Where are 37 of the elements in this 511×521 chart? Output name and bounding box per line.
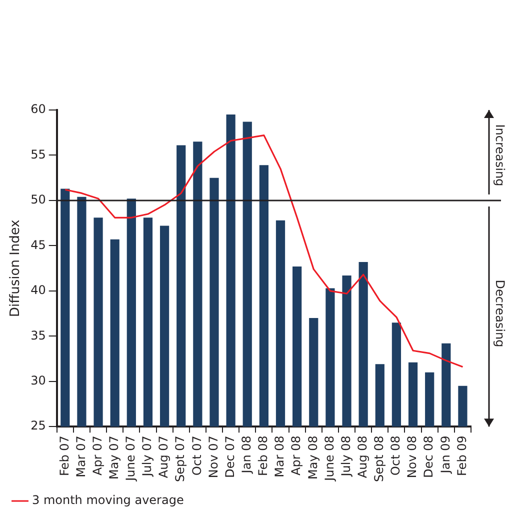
x-tick-label: Oct 07 bbox=[190, 436, 204, 476]
x-tick-label: Nov 08 bbox=[405, 436, 420, 478]
x-tick-label: Feb 08 bbox=[256, 436, 270, 476]
x-tick-label: Oct 08 bbox=[388, 436, 403, 476]
y-tick-label: 45 bbox=[30, 238, 46, 252]
y-tick-label: 50 bbox=[30, 192, 46, 207]
x-tick-label: May 08 bbox=[306, 436, 320, 480]
x-tick-label: Aug 07 bbox=[156, 436, 171, 478]
x-tick-label: June 08 bbox=[322, 436, 336, 482]
x-tick-label: May 07 bbox=[106, 436, 121, 480]
y-tick-label: 55 bbox=[30, 147, 46, 162]
x-tick-label: July 08 bbox=[338, 436, 353, 478]
legend-label: 3 month moving average bbox=[32, 493, 184, 508]
x-tick-label: Apr 08 bbox=[289, 436, 304, 476]
x-tick-label: July 07 bbox=[140, 436, 154, 478]
text: Increasing bbox=[492, 124, 507, 186]
y-tick-label: 35 bbox=[30, 328, 46, 342]
x-tick-label: Dec 08 bbox=[422, 436, 436, 478]
x-tick-label: Sept 07 bbox=[173, 436, 188, 482]
y-tick-label: 40 bbox=[30, 283, 46, 298]
x-tick-label: Nov 07 bbox=[206, 436, 220, 478]
x-tick-label: Sept 08 bbox=[372, 436, 386, 482]
y-tick-label: 60 bbox=[30, 102, 46, 116]
y-tick-label: 30 bbox=[30, 373, 46, 388]
x-tick-label: Jan 08 bbox=[239, 436, 254, 474]
x-tick-label: Dec 07 bbox=[222, 436, 237, 478]
x-tick-label: Aug 08 bbox=[355, 436, 370, 478]
y-tick-label: 25 bbox=[30, 418, 46, 433]
x-tick-label: Feb 09 bbox=[454, 436, 469, 476]
x-tick-label: Mar 07 bbox=[74, 436, 88, 478]
x-tick-label: Apr 07 bbox=[90, 436, 104, 476]
y-axis-title: Diffusion Index bbox=[8, 219, 24, 317]
x-tick-label: Feb 07 bbox=[57, 436, 72, 476]
x-tick-label: Mar 08 bbox=[272, 436, 287, 478]
text: Decreasing bbox=[492, 280, 507, 348]
x-tick-label: June 07 bbox=[124, 436, 138, 482]
x-tick-label: Jan 09 bbox=[438, 436, 452, 474]
